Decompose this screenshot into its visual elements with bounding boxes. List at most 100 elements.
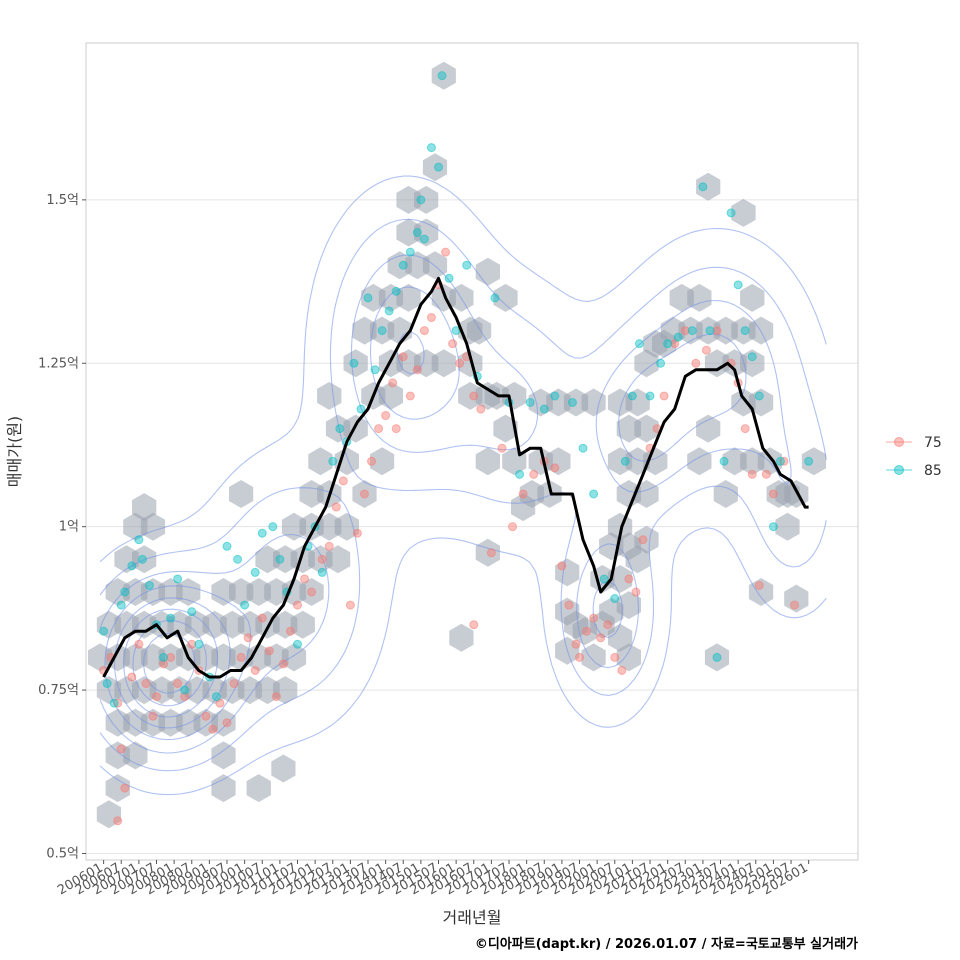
data-point-75: [589, 613, 599, 623]
data-point-75: [469, 620, 479, 630]
x-axis-title: 거래년월: [443, 908, 502, 927]
data-point-85: [317, 567, 327, 577]
data-point-75: [596, 633, 606, 643]
data-point-85: [384, 306, 394, 316]
data-point-85: [166, 613, 176, 623]
data-point-85: [159, 652, 169, 662]
data-point-85: [437, 71, 447, 81]
hexbin-cell: [502, 381, 527, 410]
data-point-85: [116, 600, 126, 610]
hexbin-cell: [493, 414, 518, 443]
legend-label-75: 75: [924, 435, 942, 451]
hexbin-cell: [414, 185, 439, 214]
hexbin-cell: [616, 591, 641, 620]
data-point-85: [719, 456, 729, 466]
data-point-85: [539, 404, 549, 414]
data-point-85: [99, 626, 109, 636]
hexbin-cell: [281, 643, 307, 672]
y-tick-label: 1.25억: [38, 356, 79, 371]
data-point-85: [363, 293, 373, 303]
data-point-85: [733, 280, 743, 290]
hexbin-cell: [696, 414, 721, 443]
hexbin-cell: [581, 388, 606, 417]
hexbin-cell: [317, 381, 342, 410]
data-point-85: [444, 273, 454, 283]
data-point-75: [603, 620, 613, 630]
data-point-85: [462, 260, 472, 270]
data-point-75: [352, 528, 362, 538]
data-point-85: [173, 574, 183, 584]
data-point-75: [359, 489, 369, 499]
data-point-85: [740, 326, 750, 336]
data-point-75: [754, 580, 764, 590]
data-point-75: [278, 659, 288, 669]
data-point-85: [712, 652, 722, 662]
data-point-75: [374, 424, 384, 434]
hexbin-cell: [334, 512, 359, 541]
data-point-85: [180, 685, 190, 695]
hexbin-cell: [537, 480, 562, 508]
data-point-85: [610, 594, 620, 604]
hexbin-cell: [449, 623, 474, 652]
data-point-85: [349, 358, 359, 368]
hexbin-cell: [634, 414, 659, 443]
data-point-75: [331, 502, 341, 512]
legend[interactable]: 75 85: [886, 435, 942, 479]
data-point-75: [680, 326, 690, 336]
data-point-85: [726, 208, 736, 218]
data-point-85: [525, 397, 535, 407]
hexbin-cell: [290, 610, 315, 639]
data-point-85: [698, 182, 708, 192]
data-point-85: [687, 326, 697, 336]
data-point-75: [631, 587, 641, 597]
data-point-75: [173, 679, 183, 689]
hexbin-cell: [431, 349, 456, 378]
data-point-85: [293, 639, 303, 649]
data-point-85: [335, 424, 345, 434]
density-contour: [99, 254, 792, 754]
data-point-75: [222, 718, 232, 728]
y-tick-label: 1.5억: [46, 193, 79, 208]
hexbin-cell: [475, 447, 500, 476]
data-point-75: [564, 600, 574, 610]
data-point-75: [747, 469, 757, 479]
hexbin-cell: [396, 283, 421, 312]
data-point-75: [116, 744, 126, 754]
data-point-75: [624, 574, 634, 584]
data-point-75: [264, 646, 274, 656]
data-point-85: [187, 607, 197, 617]
density-contour: [114, 330, 425, 729]
data-point-85: [137, 554, 147, 564]
data-point-75: [426, 313, 436, 323]
data-point-75: [120, 783, 130, 793]
hexbin-cell: [422, 251, 448, 280]
data-point-85: [550, 391, 560, 401]
hexbin-cell: [299, 578, 324, 606]
y-tick-label: 0.5억: [46, 846, 79, 861]
source-caption: ©디아파트(dapt.kr) / 2026.01.07 / 자료=국토교통부 실…: [475, 936, 858, 952]
data-point-75: [243, 633, 253, 643]
hexbin-cell: [246, 774, 271, 803]
hexbin-cell: [458, 349, 483, 378]
data-point-85: [578, 443, 588, 453]
data-point-85: [705, 326, 715, 336]
data-point-75: [180, 692, 190, 702]
legend-key-85: [894, 465, 904, 475]
data-point-75: [285, 626, 295, 636]
hexbin-cell: [607, 623, 633, 652]
data-point-85: [240, 600, 250, 610]
data-point-75: [571, 639, 581, 649]
hexbin-cell: [273, 676, 298, 705]
data-point-85: [620, 456, 630, 466]
data-point-85: [426, 143, 436, 153]
data-point-75: [518, 489, 528, 499]
hexbin-cell: [625, 545, 650, 574]
data-point-85: [754, 391, 764, 401]
data-point-85: [663, 339, 673, 349]
data-point-75: [691, 358, 701, 368]
density-contour-layer: [99, 175, 827, 796]
data-point-85: [515, 469, 525, 479]
data-point-75: [740, 424, 750, 434]
data-point-85: [134, 535, 144, 545]
